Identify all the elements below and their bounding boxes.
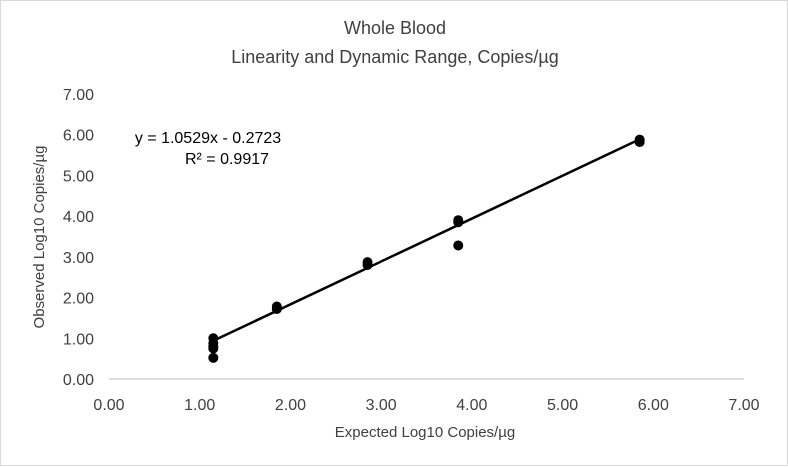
y-tick-label: 2.00 <box>63 291 94 308</box>
data-point <box>453 240 464 251</box>
x-axis-title: Expected Log10 Copies/µg <box>335 424 515 441</box>
x-tick-label: 1.00 <box>184 397 215 414</box>
data-points <box>208 134 645 363</box>
chart-title-line-1: Whole Blood <box>344 18 446 38</box>
y-tick-label: 6.00 <box>63 128 94 145</box>
data-point <box>208 343 219 354</box>
x-tick-label: 5.00 <box>547 397 578 414</box>
trendline-equation: y = 1.0529x - 0.2723 <box>135 130 281 147</box>
data-point <box>453 217 464 228</box>
y-axis-title: Observed Log10 Copies/µg <box>31 146 48 329</box>
y-tick-label: 1.00 <box>63 331 94 348</box>
data-point <box>634 137 645 148</box>
x-tick-label: 7.00 <box>728 397 759 414</box>
chart-title-line-2: Linearity and Dynamic Range, Copies/µg <box>231 47 559 67</box>
trendline-r-squared: R² = 0.9917 <box>185 151 269 168</box>
trendline <box>212 138 641 342</box>
data-point <box>362 260 373 270</box>
y-axis-tick-labels: 0.00 1.00 2.00 3.00 4.00 5.00 6.00 7.00 <box>63 87 94 389</box>
x-tick-label: 3.00 <box>366 397 397 414</box>
y-tick-label: 0.00 <box>63 372 94 389</box>
y-tick-label: 4.00 <box>63 209 94 226</box>
y-tick-label: 5.00 <box>63 168 94 185</box>
x-tick-label: 4.00 <box>456 397 487 414</box>
data-point <box>271 303 282 314</box>
y-tick-label: 7.00 <box>63 87 94 104</box>
x-tick-label: 2.00 <box>275 397 306 414</box>
data-point <box>208 352 219 363</box>
x-tick-label: 0.00 <box>93 397 124 414</box>
y-tick-label: 3.00 <box>63 250 94 267</box>
x-axis-tick-labels: 0.00 1.00 2.00 3.00 4.00 5.00 6.00 7.00 <box>93 397 759 414</box>
x-tick-label: 6.00 <box>638 397 669 414</box>
